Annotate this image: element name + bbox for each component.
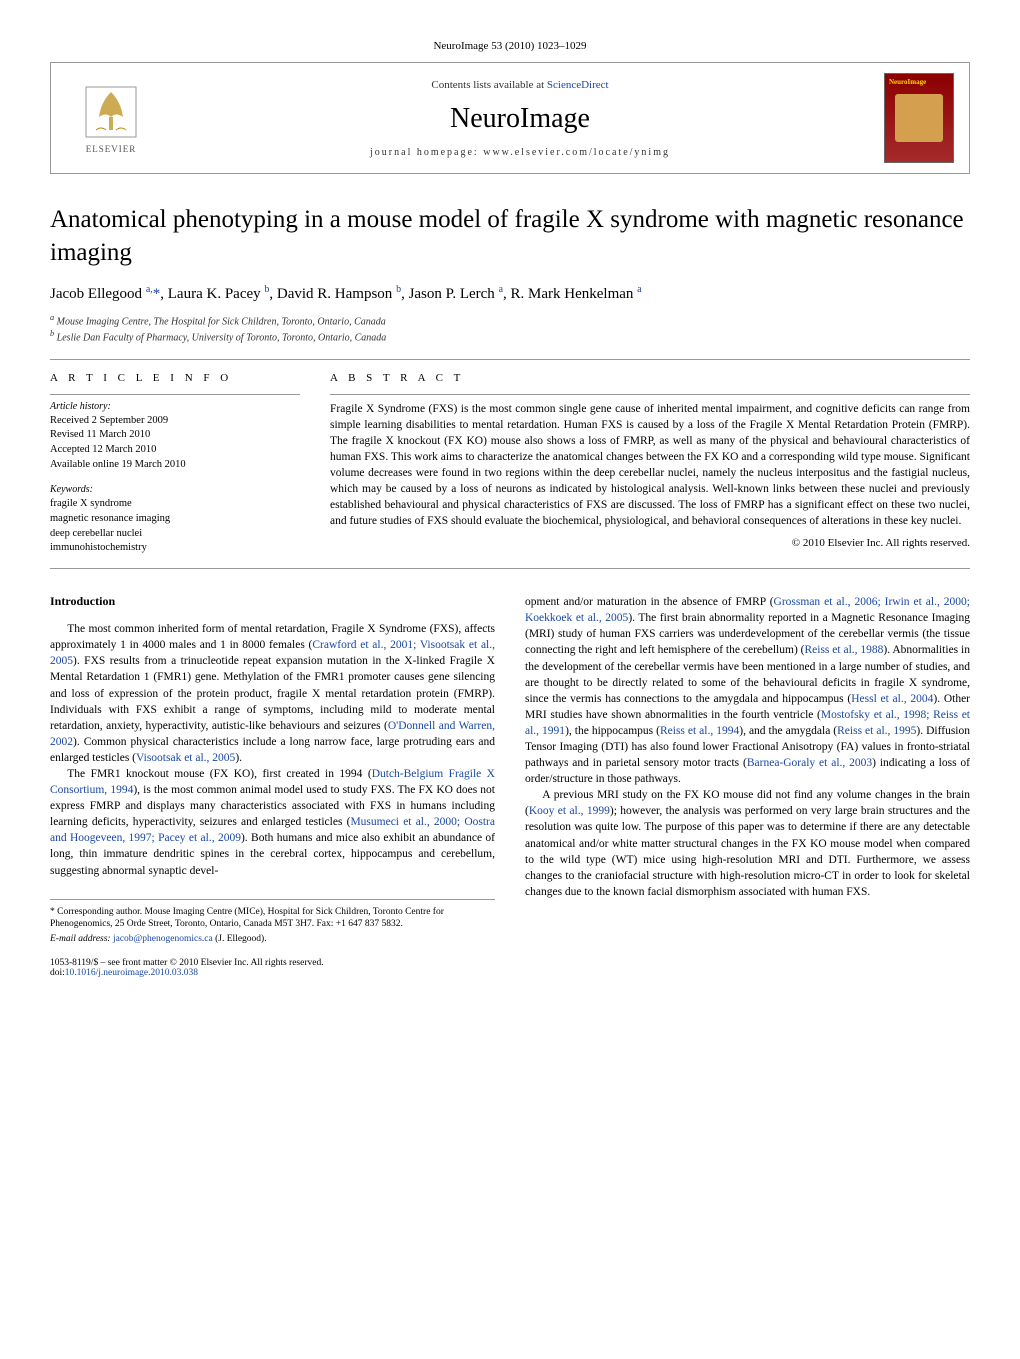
affiliations: a Mouse Imaging Centre, The Hospital for… — [50, 313, 970, 344]
journal-homepage: journal homepage: www.elsevier.com/locat… — [156, 147, 884, 158]
authors: Jacob Ellegood a,*, Laura K. Pacey b, Da… — [50, 284, 970, 303]
rule-abstract — [330, 394, 970, 395]
footnotes: * Corresponding author. Mouse Imaging Ce… — [50, 899, 495, 946]
rule-info — [50, 394, 300, 395]
history-label: Article history: — [50, 401, 300, 412]
email-suffix: (J. Ellegood). — [213, 934, 267, 944]
info-abstract-row: A R T I C L E I N F O Article history: R… — [50, 372, 970, 557]
history-accepted: Accepted 12 March 2010 — [50, 443, 300, 458]
corresponding-author: * Corresponding author. Mouse Imaging Ce… — [50, 906, 495, 931]
history-online: Available online 19 March 2010 — [50, 458, 300, 473]
keyword-2: magnetic resonance imaging — [50, 512, 300, 527]
email-label: E-mail address: — [50, 934, 113, 944]
keywords-block: Keywords: fragile X syndrome magnetic re… — [50, 484, 300, 556]
journal-cover-thumbnail — [884, 73, 954, 163]
publisher-name: ELSEVIER — [86, 144, 137, 154]
intro-para-1: The most common inherited form of mental… — [50, 621, 495, 766]
doi-prefix: doi: — [50, 968, 65, 978]
homepage-prefix: journal homepage: — [370, 147, 483, 158]
introduction-heading: Introduction — [50, 594, 495, 609]
intro-para-2: The FMR1 knockout mouse (FX KO), first c… — [50, 766, 495, 879]
journal-name: NeuroImage — [156, 103, 884, 135]
keywords-label: Keywords: — [50, 484, 300, 495]
homepage-url: www.elsevier.com/locate/ynimg — [483, 147, 670, 158]
abstract: A B S T R A C T Fragile X Syndrome (FXS)… — [330, 372, 970, 557]
keyword-3: deep cerebellar nuclei — [50, 527, 300, 542]
email-link[interactable]: jacob@phenogenomics.ca — [113, 934, 213, 944]
abstract-heading: A B S T R A C T — [330, 372, 970, 384]
copyright-footer: 1053-8119/$ – see front matter © 2010 El… — [50, 958, 495, 978]
history-revised: Revised 11 March 2010 — [50, 428, 300, 443]
column-left: Introduction The most common inherited f… — [50, 594, 495, 978]
contents-available: Contents lists available at ScienceDirec… — [156, 79, 884, 91]
abstract-copyright: © 2010 Elsevier Inc. All rights reserved… — [330, 537, 970, 549]
contents-prefix: Contents lists available at — [431, 79, 546, 91]
keyword-4: immunohistochemistry — [50, 541, 300, 556]
issn-line: 1053-8119/$ – see front matter © 2010 El… — [50, 958, 495, 968]
doi-link[interactable]: 10.1016/j.neuroimage.2010.03.038 — [65, 968, 198, 978]
col2-para-2: A previous MRI study on the FX KO mouse … — [525, 787, 970, 900]
elsevier-logo: ELSEVIER — [66, 73, 156, 163]
col2-para-1: opment and/or maturation in the absence … — [525, 594, 970, 787]
journal-citation: NeuroImage 53 (2010) 1023–1029 — [50, 40, 970, 52]
doi-line: doi:10.1016/j.neuroimage.2010.03.038 — [50, 968, 495, 978]
article-info: A R T I C L E I N F O Article history: R… — [50, 372, 300, 557]
article-title: Anatomical phenotyping in a mouse model … — [50, 204, 970, 269]
history-received: Received 2 September 2009 — [50, 414, 300, 429]
rule-bottom — [50, 568, 970, 569]
rule-top — [50, 359, 970, 360]
affiliation-b: b Leslie Dan Faculty of Pharmacy, Univer… — [50, 329, 970, 343]
body-columns: Introduction The most common inherited f… — [50, 594, 970, 978]
header-center: Contents lists available at ScienceDirec… — [156, 79, 884, 158]
keyword-1: fragile X syndrome — [50, 497, 300, 512]
email-line: E-mail address: jacob@phenogenomics.ca (… — [50, 933, 495, 945]
affiliation-a: a Mouse Imaging Centre, The Hospital for… — [50, 313, 970, 327]
abstract-text: Fragile X Syndrome (FXS) is the most com… — [330, 401, 970, 530]
article-info-heading: A R T I C L E I N F O — [50, 372, 300, 384]
elsevier-tree-icon — [81, 82, 141, 142]
sciencedirect-link[interactable]: ScienceDirect — [547, 79, 609, 91]
journal-header: ELSEVIER Contents lists available at Sci… — [50, 62, 970, 174]
column-right: opment and/or maturation in the absence … — [525, 594, 970, 978]
